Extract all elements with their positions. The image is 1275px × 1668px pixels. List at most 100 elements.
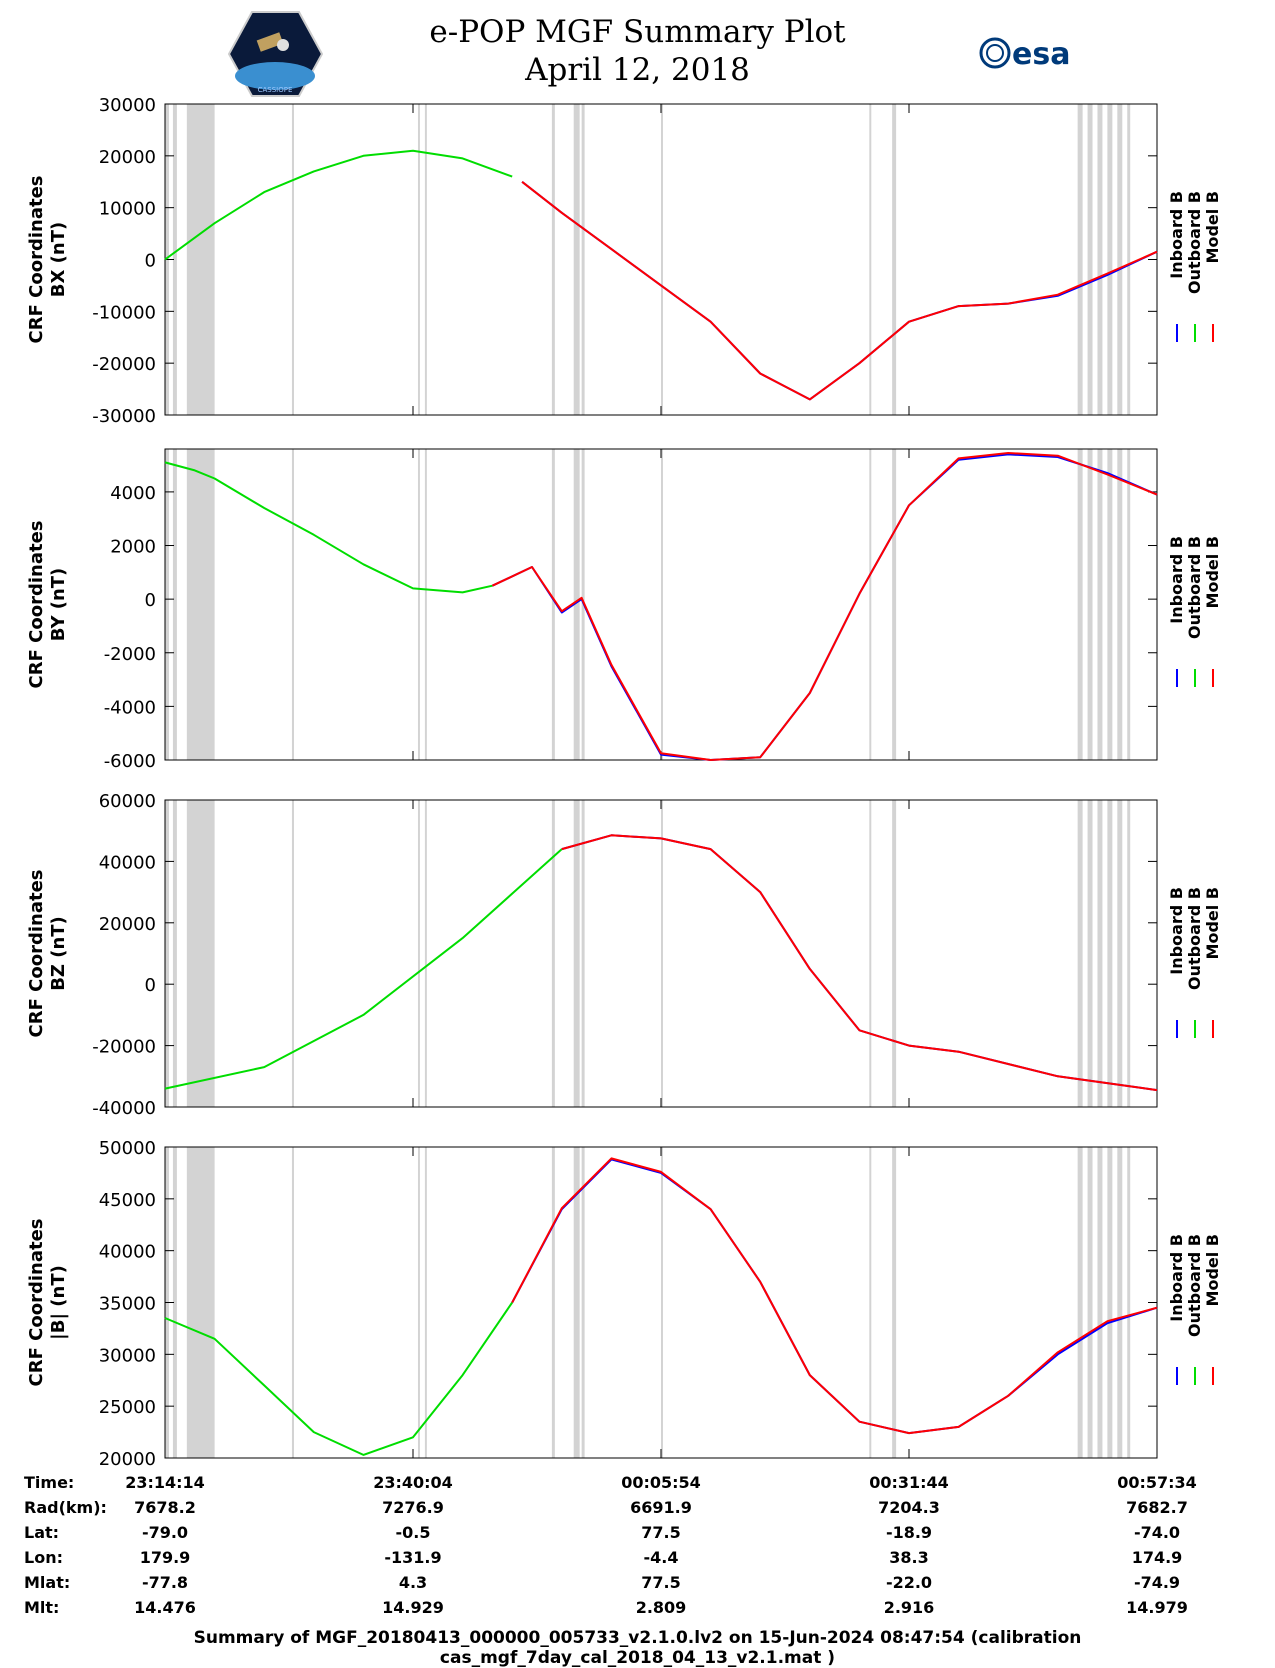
y-tick-label: 0 <box>145 251 156 272</box>
gap-band <box>573 1147 580 1458</box>
gap-band <box>1077 104 1083 415</box>
series-line-outboard-b <box>164 848 563 1090</box>
svg-text:esa: esa <box>1012 37 1070 72</box>
gap-band <box>1117 1147 1123 1458</box>
series-line-inboard-b <box>561 834 1158 1092</box>
legend-label: Inboard B <box>1167 887 1186 975</box>
gap-band <box>1127 104 1131 415</box>
series-line-outboard-b <box>164 1301 514 1456</box>
gap-band <box>186 104 215 415</box>
orbit-value: 174.9 <box>1132 1548 1183 1567</box>
gap-band <box>551 800 555 1107</box>
y-tick-label: -20000 <box>92 1037 156 1058</box>
gap-band <box>551 449 555 760</box>
gap-band <box>186 1147 215 1458</box>
legend-label: Model B <box>1203 536 1222 608</box>
gap-band <box>165 449 169 760</box>
orbit-value: -18.9 <box>886 1523 932 1542</box>
orbit-value: 23:14:14 <box>125 1473 205 1492</box>
legend-label: Inboard B <box>1167 536 1186 624</box>
series-line-inboard-b <box>521 181 1158 401</box>
y-tick-label: 20000 <box>99 1449 156 1470</box>
gap-band <box>1077 449 1083 760</box>
gap-band <box>1117 800 1123 1107</box>
gap-band <box>1097 1147 1103 1458</box>
gap-band <box>892 1147 897 1458</box>
legend-label: Outboard B <box>1185 1234 1204 1337</box>
gap-band <box>1127 800 1131 1107</box>
gap-band <box>172 1147 177 1458</box>
gap-band <box>573 449 580 760</box>
orbit-value: 38.3 <box>889 1548 928 1567</box>
gap-band <box>172 800 177 1107</box>
gap-band <box>581 104 585 415</box>
gap-band <box>573 800 580 1107</box>
gap-band <box>417 800 420 1107</box>
gap-band <box>1097 104 1103 415</box>
footer-caption: Summary of MGF_20180413_000000_005733_v2… <box>193 1628 1082 1668</box>
gap-band <box>1117 104 1123 415</box>
gap-band <box>551 1147 555 1458</box>
series-line-model-b <box>491 452 1158 761</box>
gap-band <box>424 1147 427 1458</box>
legend-label: Model B <box>1203 887 1222 959</box>
gap-band <box>661 449 663 760</box>
gap-band <box>892 800 897 1107</box>
y-tick-label: 4000 <box>110 483 156 504</box>
orbit-value: -74.0 <box>1134 1523 1180 1542</box>
orbit-row-label: Lon: <box>24 1548 63 1567</box>
orbit-value: 23:40:04 <box>373 1473 453 1492</box>
y-tick-label: 40000 <box>99 852 156 873</box>
y-tick-label: -40000 <box>92 1098 156 1119</box>
gap-band <box>661 800 663 1107</box>
y-axis-label: CRF CoordinatesBZ (nT) <box>26 870 69 1038</box>
esa-logo: esa <box>978 34 1088 74</box>
orbit-value: -4.4 <box>644 1548 679 1567</box>
series-line-inboard-b <box>491 453 1158 761</box>
orbit-value: 14.476 <box>134 1598 196 1617</box>
orbit-value: 00:05:54 <box>621 1473 701 1492</box>
title-line-2: April 12, 2018 <box>525 52 750 88</box>
title-line-1: e-POP MGF Summary Plot <box>429 14 846 50</box>
gap-band <box>869 104 872 415</box>
orbit-row-label: Mlt: <box>24 1598 59 1617</box>
y-tick-label: 25000 <box>99 1397 156 1418</box>
gap-band <box>573 104 580 415</box>
gap-band <box>1077 800 1083 1107</box>
orbit-value: -79.0 <box>142 1523 188 1542</box>
gap-band <box>1087 449 1093 760</box>
y-axis-label: CRF CoordinatesBY (nT) <box>26 521 69 689</box>
gap-band <box>1087 104 1093 415</box>
legend-label: Inboard B <box>1167 1234 1186 1322</box>
orbit-value: 6691.9 <box>630 1498 692 1517</box>
y-tick-label: 20000 <box>99 914 156 935</box>
cassiope-logo: CASSIOPE <box>227 10 324 98</box>
legend-label: Outboard B <box>1185 191 1204 294</box>
y-tick-label: 45000 <box>99 1190 156 1211</box>
gap-band <box>1107 104 1113 415</box>
gap-band <box>1127 1147 1131 1458</box>
legend-label: Outboard B <box>1185 536 1204 639</box>
gap-band <box>892 104 897 415</box>
gap-band <box>581 1147 585 1458</box>
y-tick-label: 60000 <box>99 791 156 812</box>
series-line-model-b <box>511 1157 1158 1435</box>
gap-band <box>661 104 663 415</box>
gap-band <box>1117 449 1123 760</box>
gap-band <box>417 104 420 415</box>
gap-band <box>869 1147 872 1458</box>
orbit-value: 14.979 <box>1126 1598 1188 1617</box>
orbit-value: 4.3 <box>399 1573 427 1592</box>
legend-label: Model B <box>1203 191 1222 263</box>
series-line-outboard-b <box>164 461 493 594</box>
y-tick-label: -4000 <box>104 697 156 718</box>
y-tick-label: 0 <box>145 975 156 996</box>
gap-band <box>291 800 294 1107</box>
gap-band <box>1107 800 1113 1107</box>
orbit-value: -74.9 <box>1134 1573 1180 1592</box>
orbit-value: 7682.7 <box>1126 1498 1188 1517</box>
legend-label: Inboard B <box>1167 191 1186 279</box>
gap-band <box>424 449 427 760</box>
